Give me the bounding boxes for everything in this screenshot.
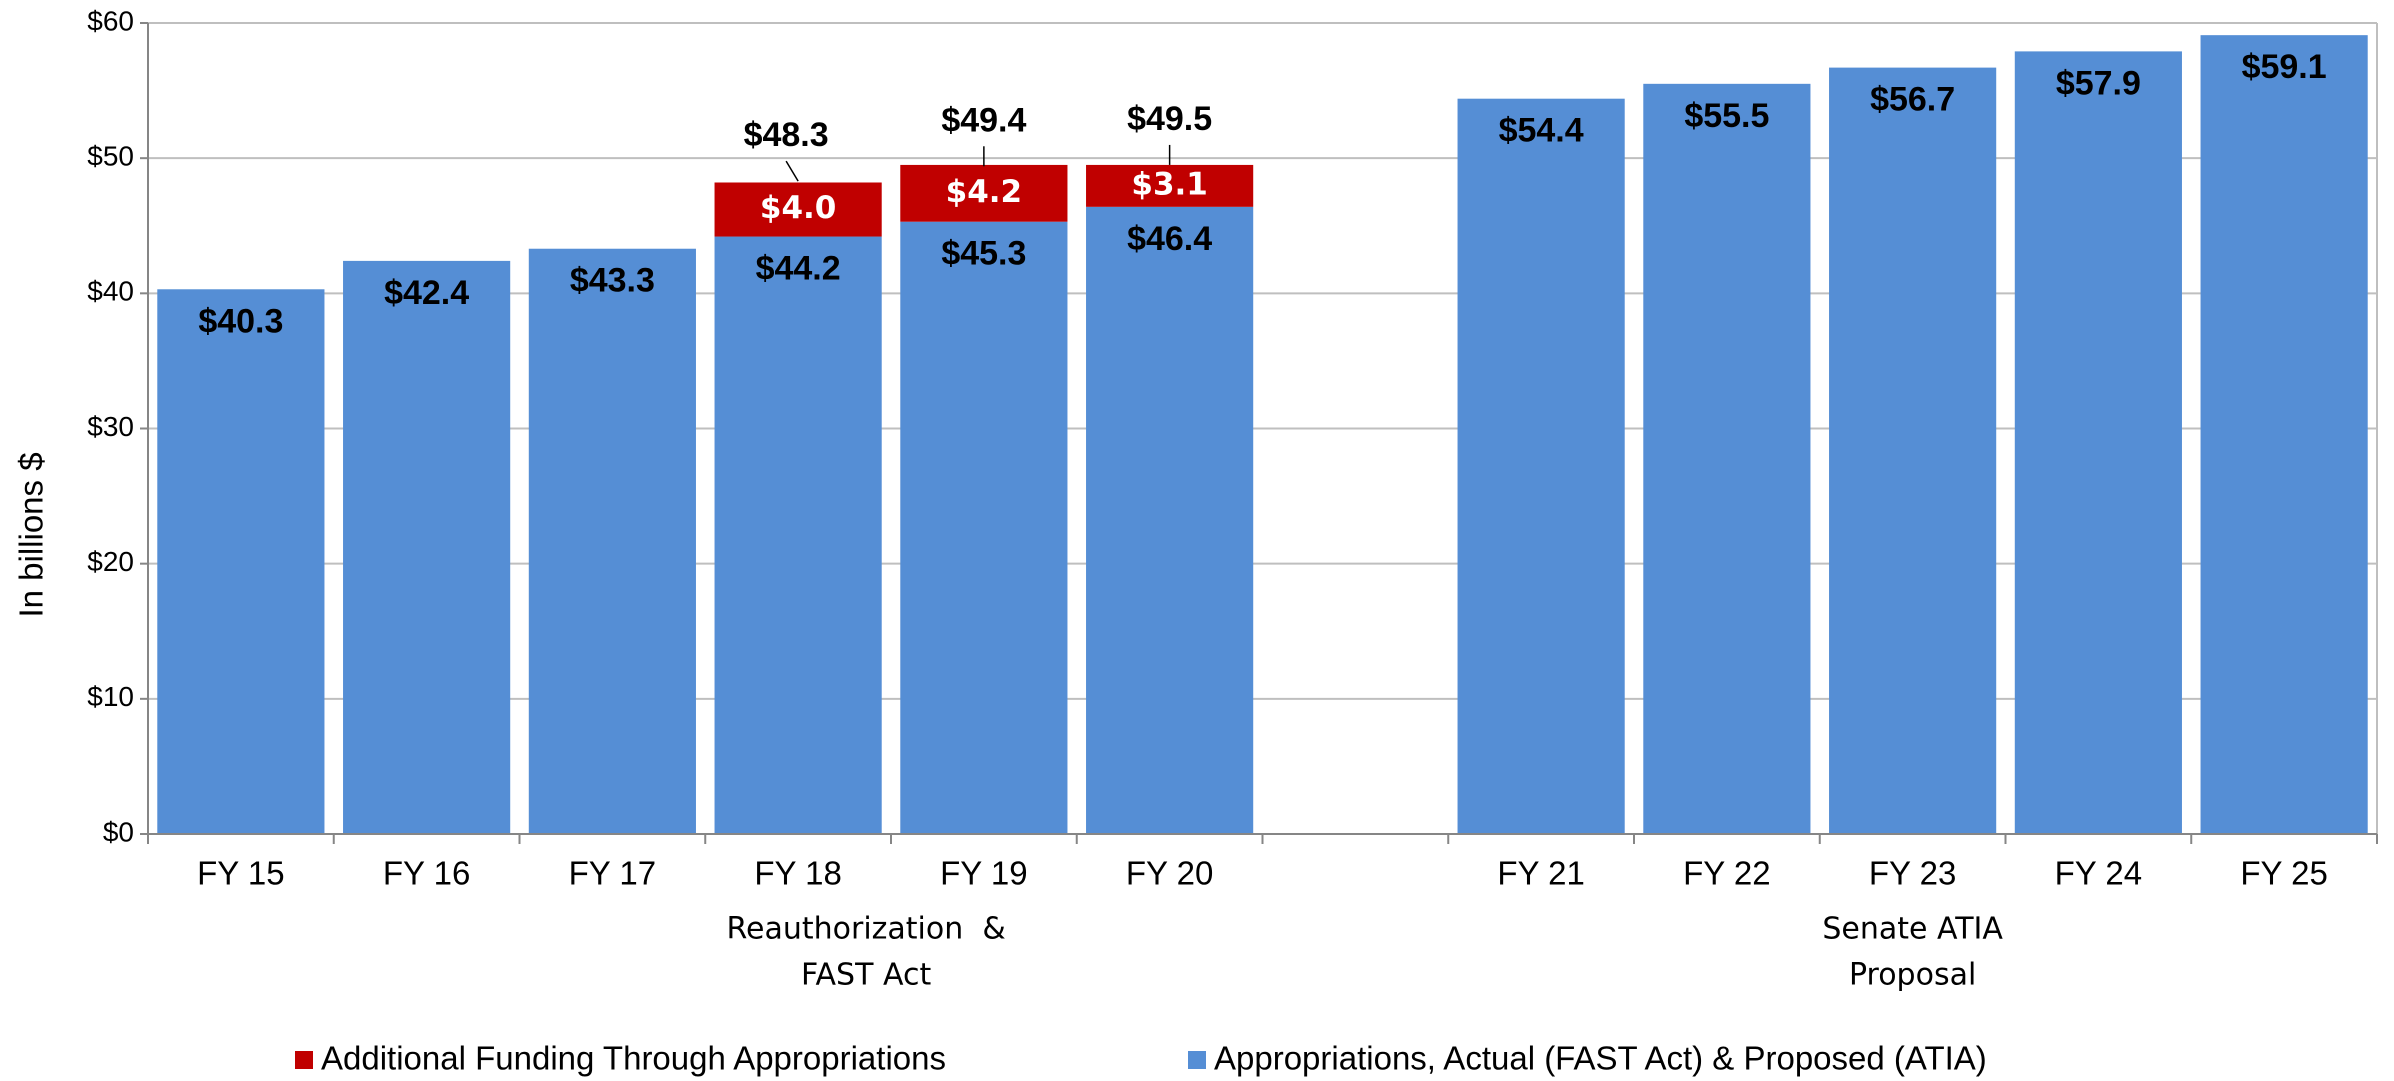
legend-label: Additional Funding Through Appropriation…	[321, 1040, 946, 1077]
group-label: Proposal	[1849, 958, 1976, 993]
data-label: $44.2	[756, 250, 841, 288]
data-label: $43.3	[570, 262, 655, 300]
bar-segment	[1086, 206, 1254, 834]
y-tick-label: $30	[87, 411, 134, 442]
bar-segment	[157, 289, 325, 834]
x-tick-label: FY 25	[2240, 855, 2327, 892]
bar-segment	[1643, 83, 1811, 834]
x-tick-label: FY 22	[1683, 855, 1770, 892]
group-label: Reauthorization &	[727, 912, 1006, 947]
bar-segment	[1829, 67, 1997, 835]
data-label: $42.4	[384, 274, 469, 312]
x-tick-label: FY 20	[1126, 855, 1213, 892]
data-label: $59.1	[2242, 48, 2327, 86]
data-label: $54.4	[1499, 112, 1584, 150]
data-label: $56.7	[1870, 81, 1955, 119]
y-tick-label: $50	[87, 141, 134, 172]
y-tick-label: $40	[87, 276, 134, 307]
group-label: FAST Act	[801, 958, 931, 993]
total-label: $48.3	[744, 116, 829, 154]
bar-segment	[900, 164, 1068, 222]
data-label: $57.9	[2056, 64, 2141, 102]
x-tick-label: FY 17	[569, 855, 656, 892]
y-tick-label: $60	[87, 5, 134, 36]
data-label: $3.1	[1131, 166, 1208, 202]
total-label: $49.5	[1127, 100, 1212, 138]
y-tick-label: $20	[87, 546, 134, 577]
data-label: $46.4	[1127, 220, 1212, 258]
data-label: $55.5	[1684, 97, 1769, 135]
bar-segment	[1457, 98, 1625, 834]
x-tick-label: FY 19	[940, 855, 1027, 892]
x-tick-label: FY 24	[2055, 855, 2142, 892]
x-tick-label: FY 21	[1497, 855, 1584, 892]
data-label: $40.3	[198, 302, 283, 340]
x-tick-label: FY 16	[383, 855, 470, 892]
bar-segment	[1086, 164, 1254, 207]
x-tick-label: FY 23	[1869, 855, 1956, 892]
y-tick-label: $10	[87, 681, 134, 712]
bar-segment	[900, 221, 1068, 834]
legend-label: Appropriations, Actual (FAST Act) & Prop…	[1214, 1040, 1987, 1077]
leader-line	[785, 160, 799, 182]
data-label: $4.0	[760, 190, 837, 226]
bar-segment	[714, 182, 882, 237]
bar-segment	[343, 260, 511, 835]
legend-swatch	[295, 1051, 313, 1069]
bar-segment	[714, 236, 882, 834]
bar-segment	[528, 248, 696, 834]
bar-segment	[2014, 51, 2182, 834]
data-label: $45.3	[941, 235, 1026, 273]
y-axis-title: In billions $	[13, 452, 50, 617]
total-label: $49.4	[941, 101, 1026, 139]
y-tick-label: $0	[103, 816, 134, 847]
bar-segment	[2200, 35, 2368, 835]
x-tick-label: FY 15	[197, 855, 284, 892]
data-label: $4.2	[946, 174, 1023, 210]
x-tick-label: FY 18	[754, 855, 841, 892]
group-label: Senate ATIA	[1822, 912, 2003, 947]
legend-swatch	[1188, 1051, 1206, 1069]
